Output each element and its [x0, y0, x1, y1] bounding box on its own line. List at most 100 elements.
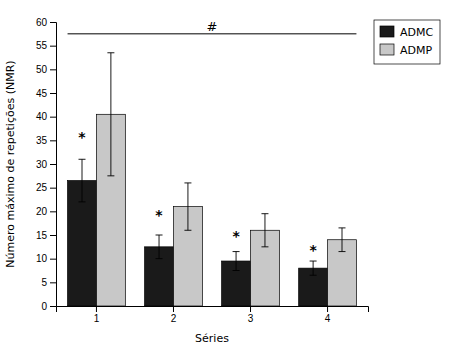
- y-tick-mark: [50, 188, 56, 189]
- error-bar: [79, 159, 86, 202]
- legend-item: ADMC: [380, 26, 433, 39]
- y-tick-label: 20: [36, 206, 48, 217]
- legend: ADMC ADMP: [374, 20, 440, 64]
- y-tick: 55: [36, 40, 56, 51]
- annotations: * * * * #: [68, 19, 357, 259]
- series: [96, 53, 356, 306]
- y-tick-label: 50: [36, 64, 48, 75]
- error-bar-cap: [339, 227, 346, 228]
- y-tick-label: 55: [36, 40, 48, 51]
- error-bar-stem: [159, 235, 160, 259]
- y-tick-label: 5: [41, 277, 47, 288]
- y-tick: 20: [36, 206, 56, 217]
- x-tick: 2: [171, 306, 177, 324]
- error-bar-stem: [313, 261, 314, 275]
- y-tick: 30: [36, 159, 56, 170]
- x-axis-title: Séries: [195, 332, 229, 345]
- annotation: #: [207, 19, 218, 34]
- y-tick-mark: [50, 235, 56, 236]
- plot: 0 5 10 15 20 25 30 35 40 45 50 55 60 1 2 3 4 * * * * #: [36, 17, 369, 324]
- y-tick: 5: [41, 277, 56, 288]
- error-bar-cap: [107, 52, 114, 53]
- error-bar-stem: [82, 159, 83, 202]
- y-tick-label: 40: [36, 111, 48, 122]
- y-tick-mark: [50, 259, 56, 260]
- error-bar-cap: [156, 235, 163, 236]
- legend-swatch: [380, 26, 394, 37]
- x-tick-mark: [250, 306, 251, 312]
- x-axis: 1 2 3 4: [57, 306, 369, 324]
- y-tick-mark: [50, 140, 56, 141]
- y-tick: 0: [41, 301, 56, 312]
- error-bar: [261, 214, 268, 247]
- y-tick-label: 25: [36, 182, 48, 193]
- x-tick-label: 1: [94, 313, 100, 324]
- error-bar-cap: [79, 201, 86, 202]
- y-tick-mark: [50, 306, 56, 307]
- y-tick: 45: [36, 88, 56, 99]
- y-tick-label: 30: [36, 159, 48, 170]
- y-tick-mark: [50, 22, 56, 23]
- y-tick: 50: [36, 64, 56, 75]
- error-bar-cap: [233, 270, 240, 271]
- legend-swatch: [380, 44, 394, 55]
- y-tick: 60: [36, 17, 56, 28]
- annotation: *: [155, 207, 163, 223]
- annotation: *: [232, 228, 240, 244]
- y-tick-mark: [50, 211, 56, 212]
- x-tick-mark: [173, 306, 174, 312]
- y-tick-mark: [50, 282, 56, 283]
- x-tick: 3: [248, 306, 254, 324]
- error-bar-cap: [184, 182, 191, 183]
- y-axis-line: [50, 23, 57, 307]
- error-bar-stem: [187, 183, 188, 230]
- y-tick-label: 60: [36, 17, 48, 28]
- y-tick-mark: [50, 93, 56, 94]
- error-bar-cap: [184, 230, 191, 231]
- y-tick-mark: [50, 69, 56, 70]
- y-tick: 15: [36, 230, 56, 241]
- y-tick-mark: [50, 117, 56, 118]
- legend-label: ADMC: [400, 26, 433, 39]
- error-bar-cap: [79, 159, 86, 160]
- y-tick: 40: [36, 111, 56, 122]
- y-tick-label: 10: [36, 253, 48, 264]
- error-bar: [156, 235, 163, 259]
- error-bar-stem: [264, 214, 265, 247]
- error-bar-stem: [236, 252, 237, 271]
- error-bar-cap: [233, 251, 240, 252]
- legend-label: ADMP: [400, 44, 432, 57]
- error-bar-cap: [310, 275, 317, 276]
- error-bar-cap: [261, 213, 268, 214]
- error-bar-stem: [110, 53, 111, 176]
- annotation: *: [78, 129, 86, 145]
- legend-item: ADMP: [380, 44, 432, 57]
- y-tick-label: 45: [36, 88, 48, 99]
- y-tick: 35: [36, 135, 56, 146]
- x-tick-mark: [96, 306, 97, 312]
- error-bar-cap: [107, 175, 114, 176]
- error-bar-cap: [310, 261, 317, 262]
- annotation: *: [309, 242, 317, 258]
- x-tick: 1: [94, 306, 100, 324]
- y-tick-mark: [50, 164, 56, 165]
- error-bar: [107, 53, 114, 176]
- y-tick-label: 35: [36, 135, 48, 146]
- error-bar: [233, 252, 240, 271]
- marks: [68, 53, 357, 306]
- y-tick: 25: [36, 182, 56, 193]
- chart: 0 5 10 15 20 25 30 35 40 45 50 55 60 1 2 3 4 * * * * # Séries N…: [0, 0, 450, 350]
- legend-frame: [374, 20, 440, 64]
- error-bar: [184, 183, 191, 230]
- error-bar-stem: [342, 228, 343, 252]
- error-bar: [310, 261, 317, 275]
- y-tick: 10: [36, 253, 56, 264]
- x-tick-label: 3: [248, 313, 254, 324]
- y-axis-title: Número máximo de repetições (NMR): [4, 60, 17, 267]
- x-tick: 4: [325, 306, 331, 324]
- error-bar: [339, 228, 346, 252]
- error-bar-cap: [339, 251, 346, 252]
- y-tick-mark: [50, 46, 56, 47]
- error-bar-cap: [261, 246, 268, 247]
- x-tick-label: 4: [325, 313, 331, 324]
